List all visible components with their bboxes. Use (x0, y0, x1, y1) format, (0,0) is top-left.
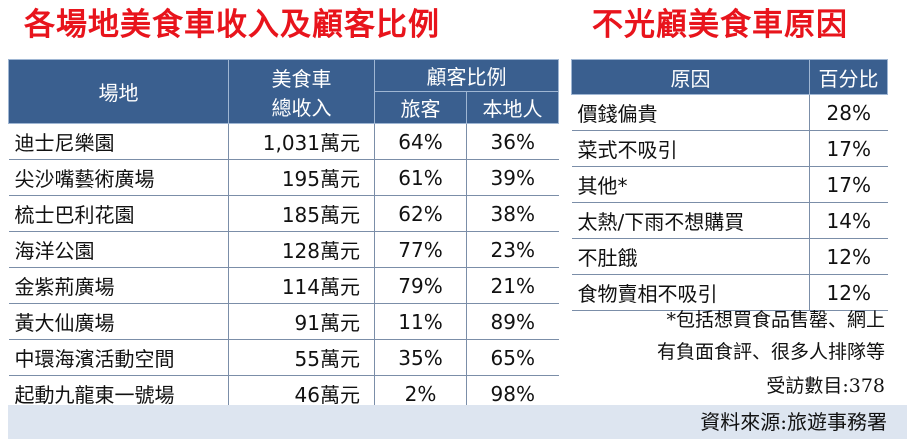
revenue-value: 55萬元 (228, 339, 375, 376)
venue-name: 尖沙嘴藝術廣場 (8, 159, 229, 196)
reason-text: 價錢偏貴 (571, 94, 810, 131)
header-revenue-line2: 總收入 (271, 95, 332, 120)
local-percent: 65% (466, 339, 559, 376)
venue-row: 黃大仙廣場 91萬元 11% 89% (8, 303, 559, 340)
tourist-percent: 61% (374, 159, 467, 196)
data-source: 資料來源:旅遊事務署 (700, 410, 887, 434)
revenue-value: 91萬元 (228, 303, 375, 340)
local-percent: 21% (466, 267, 559, 304)
header-customer-ratio: 顧客比例 (374, 59, 559, 92)
reason-row: 價錢偏貴 28% (571, 94, 888, 131)
reason-percent: 12% (809, 274, 888, 311)
right-table-title: 不光顧美食車原因 (592, 7, 848, 43)
revenue-value: 128萬元 (228, 231, 375, 268)
venue-row: 中環海濱活動空間 55萬元 35% 65% (8, 339, 559, 376)
reason-row: 太熱/下雨不想購買 14% (571, 202, 888, 239)
source-bar: 資料來源:旅遊事務署 (8, 405, 907, 439)
reason-text: 其他* (571, 166, 810, 203)
left-table-title: 各場地美食車收入及顧客比例 (24, 7, 440, 43)
revenue-value: 195萬元 (228, 159, 375, 196)
venue-name: 金紫荊廣場 (8, 267, 229, 304)
reason-row: 食物賣相不吸引 12% (571, 274, 888, 311)
reason-text: 不肚餓 (571, 238, 810, 275)
venue-name: 梳士巴利花園 (8, 195, 229, 232)
reason-row: 菜式不吸引 17% (571, 130, 888, 167)
venue-row: 梳士巴利花園 185萬元 62% 38% (8, 195, 559, 232)
local-percent: 89% (466, 303, 559, 340)
reason-percent: 14% (809, 202, 888, 239)
reason-text: 菜式不吸引 (571, 130, 810, 167)
local-percent: 38% (466, 195, 559, 232)
venue-name: 中環海濱活動空間 (8, 339, 229, 376)
venue-name: 迪士尼樂園 (8, 123, 229, 160)
revenue-value: 185萬元 (228, 195, 375, 232)
local-percent: 39% (466, 159, 559, 196)
header-percent: 百分比 (809, 59, 888, 95)
tourist-percent: 11% (374, 303, 467, 340)
reason-percent: 12% (809, 238, 888, 275)
tourist-percent: 77% (374, 231, 467, 268)
tourist-percent: 62% (374, 195, 467, 232)
revenue-value: 114萬元 (228, 267, 375, 304)
local-percent: 36% (466, 123, 559, 160)
survey-count: 受訪數目:378 (766, 375, 885, 397)
header-revenue: 美食車 總收入 (228, 59, 375, 124)
venue-name: 黃大仙廣場 (8, 303, 229, 340)
tourist-percent: 79% (374, 267, 467, 304)
footnote-line-2: 有負面食評、很多人排隊等 (656, 341, 885, 363)
reason-percent: 17% (809, 130, 888, 167)
venue-row: 海洋公園 128萬元 77% 23% (8, 231, 559, 268)
header-locals: 本地人 (466, 91, 559, 124)
venue-revenue-table: 場地 美食車 總收入 顧客比例 旅客 本地人 迪士尼樂園 1,031萬元 64% 36… (8, 59, 559, 412)
reasons-table: 原因 百分比 價錢偏貴 28% 菜式不吸引 17% 其他* 17% 太熱/下雨不想購買 14%… (571, 59, 888, 311)
venue-name: 海洋公園 (8, 231, 229, 268)
local-percent: 23% (466, 231, 559, 268)
reason-text: 太熱/下雨不想購買 (571, 202, 810, 239)
tourist-percent: 64% (374, 123, 467, 160)
reason-row: 不肚餓 12% (571, 238, 888, 275)
header-tourists: 旅客 (374, 91, 467, 124)
reason-percent: 17% (809, 166, 888, 203)
header-revenue-line1: 美食車 (271, 66, 332, 91)
revenue-value: 1,031萬元 (228, 123, 375, 160)
header-venue: 場地 (8, 59, 229, 124)
reason-percent: 28% (809, 94, 888, 131)
venue-row: 迪士尼樂園 1,031萬元 64% 36% (8, 123, 559, 160)
venue-row: 金紫荊廣場 114萬元 79% 21% (8, 267, 559, 304)
reason-text: 食物賣相不吸引 (571, 274, 810, 311)
reason-row: 其他* 17% (571, 166, 888, 203)
tourist-percent: 35% (374, 339, 467, 376)
venue-row: 尖沙嘴藝術廣場 195萬元 61% 39% (8, 159, 559, 196)
header-reason: 原因 (571, 59, 810, 95)
footnote-line-1: *包括想買食品售罄、網上 (666, 309, 885, 331)
